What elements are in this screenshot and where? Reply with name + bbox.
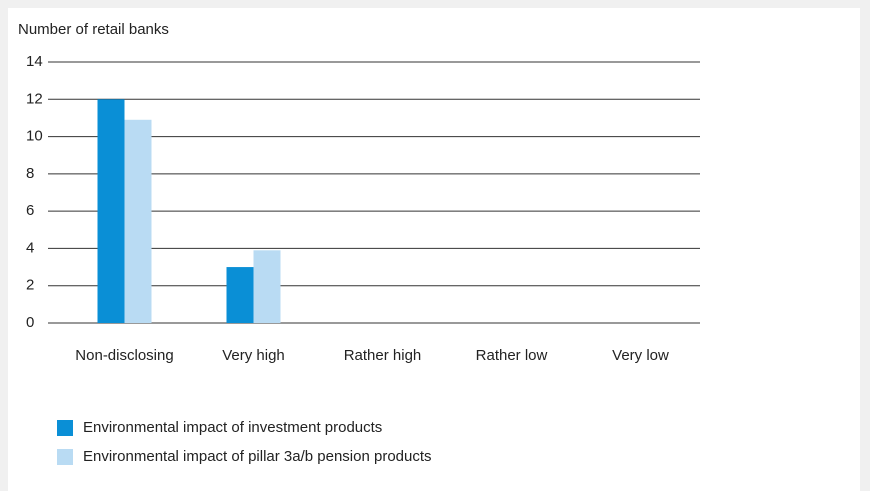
x-tick-label: Rather high [344,347,422,364]
y-tick-label: 12 [26,90,43,107]
legend-label: Environmental impact of pillar 3a/b pens… [83,448,432,465]
bar [253,250,281,323]
x-tick-label: Rather low [476,347,548,364]
x-tick-label: Very high [222,347,285,364]
bar [226,267,254,323]
legend-swatch [57,420,73,436]
x-tick-label: Very low [612,347,669,364]
y-tick-label: 2 [26,277,34,294]
y-tick-label: 14 [26,53,43,70]
y-tick-label: 0 [26,314,34,331]
y-tick-label: 8 [26,165,34,182]
y-tick-label: 6 [26,202,34,219]
x-tick-label: Non-disclosing [75,347,173,364]
y-tick-label: 4 [26,239,34,256]
y-tick-label: 10 [26,128,43,145]
legend-label: Environmental impact of investment produ… [83,419,382,436]
bar [97,99,125,324]
legend-swatch [57,449,73,465]
y-axis-label: Number of retail banks [18,21,169,38]
bar [124,119,152,324]
